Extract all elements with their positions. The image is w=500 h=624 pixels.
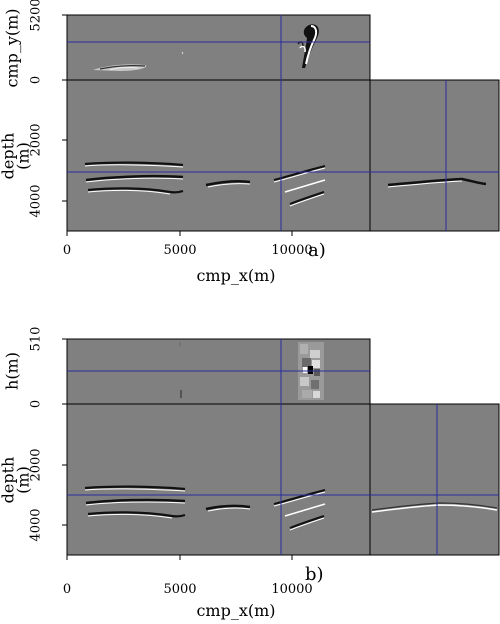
panel-a-depth-reflectors	[84, 161, 326, 207]
panel-b-x-tick-0: 0	[63, 582, 71, 597]
panel-b-depth-reflectors	[84, 485, 326, 531]
panel-a-depth-label: depth	[0, 133, 18, 180]
panel-a: 5200 0 cmp_y(m) 2000 4000 depth (m) 0 50…	[0, 0, 500, 285]
panel-a-label: a)	[308, 240, 326, 261]
panel-b-top-axis-label: h(m)	[3, 352, 22, 390]
panel-a-crosshair	[67, 15, 499, 231]
panel-a-depth-tick-4000: 4000	[29, 184, 44, 217]
panel-a-top-tick-zero: 0	[29, 76, 44, 84]
panel-a-x-tick-10000: 10000	[271, 243, 312, 258]
panel-b-x-axis-label: cmp_x(m)	[196, 601, 275, 620]
panel-b-side-slice	[369, 403, 500, 556]
panel-a-top-tick-upper: 5200	[29, 0, 44, 32]
panel-b-x-tick-5000: 5000	[163, 582, 196, 597]
panel-a-depth-unit: (m)	[14, 142, 33, 170]
panel-a-side-reflectors	[387, 177, 487, 188]
panel-b-label: b)	[305, 564, 324, 585]
panel-a-x-tick-0: 0	[63, 243, 71, 258]
panel-b-depth-tick-2000: 2000	[29, 448, 44, 481]
panel-b-top-tick-zero: 0	[29, 400, 44, 408]
panel-b-depth-slice	[66, 403, 371, 556]
panel-a-side-slice	[369, 79, 500, 232]
panel-a-x-tick-5000: 5000	[163, 243, 196, 258]
panel-b-x-tick-10000: 10000	[271, 582, 312, 597]
panel-b: 510 0 h(m) 2000 4000 depth (m) 0 5000 10…	[0, 327, 500, 620]
panel-a-top-axis-label: cmp_y(m)	[3, 8, 22, 87]
panel-b-depth-tick-4000: 4000	[29, 508, 44, 541]
panel-b-side-reflectors	[371, 502, 498, 513]
panel-a-ticks	[62, 14, 293, 236]
panel-a-top-reflectors	[93, 24, 319, 71]
panel-b-ticks	[62, 338, 293, 560]
panel-a-depth-tick-2000: 2000	[29, 123, 44, 156]
panel-b-depth-label: depth	[0, 457, 18, 504]
panel-b-crosshair	[67, 339, 499, 555]
panel-a-depth-slice	[66, 79, 371, 232]
panel-a-x-axis-label: cmp_x(m)	[196, 266, 275, 285]
panel-b-top-tick-upper: 510	[29, 327, 44, 352]
panel-b-depth-unit: (m)	[14, 466, 33, 494]
